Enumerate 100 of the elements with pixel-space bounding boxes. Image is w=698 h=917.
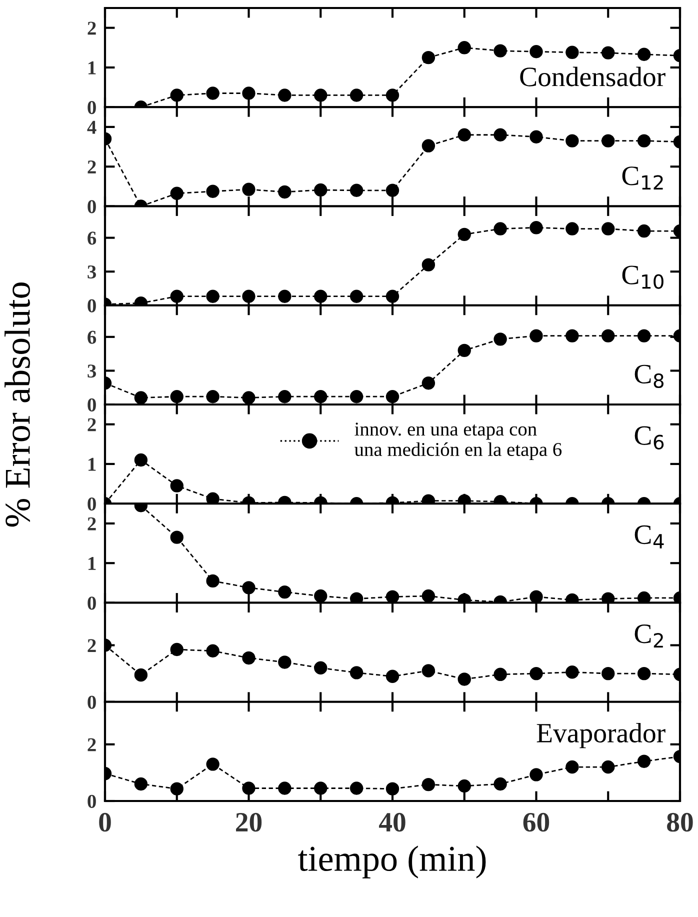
point [206,758,220,771]
point [134,668,148,682]
annotation: C$_{6}$ [634,426,664,450]
y-tick-label: 0 [88,100,96,114]
y-tick-label: 1 [88,557,96,570]
annotation: C$_{2}$ [634,624,663,648]
point [134,453,148,467]
point [637,134,651,148]
point [602,329,615,342]
point [350,290,364,303]
point [278,185,292,199]
y-tick-label: 2 [88,639,96,652]
point [602,46,615,60]
y-tick-label: 6 [88,330,96,344]
point [602,760,615,774]
point [278,390,292,404]
point [386,782,400,796]
point [422,376,436,390]
point [566,46,579,60]
x-axis-title: tiempo (min) [298,846,486,878]
point [530,768,543,782]
point [458,779,471,793]
point [637,591,651,603]
point [494,128,507,142]
point [494,777,507,791]
point [566,666,579,679]
point [637,666,651,680]
point [422,778,436,792]
y-tick-label: 1 [88,61,96,74]
y-tick-label: 6 [88,232,96,245]
y-tick-label: 0 [88,497,96,511]
annotation: Condensador [520,66,666,86]
point [350,184,364,197]
point [530,45,543,58]
point [422,139,436,152]
y-tick-label: 1 [88,458,96,471]
annotation: C$_{12}$ [622,166,663,190]
point [206,290,220,303]
point [314,88,328,102]
point [242,290,256,303]
annotation: Evaporador [536,722,666,748]
y-tick-label: 3 [88,364,96,378]
point [637,48,651,61]
point [386,184,400,197]
y-tick-label: 0 [88,299,96,312]
point [422,258,436,272]
y-tick-label: 0 [88,794,96,808]
point [602,666,615,680]
y-tick-label: 2 [88,517,96,530]
y-tick-label: 4 [87,120,96,134]
point [278,656,292,669]
point [422,589,436,603]
point [530,130,543,144]
y-tick-label: 0 [88,200,96,214]
point [566,134,579,148]
y-tick-label: 2 [88,418,96,432]
point [494,668,507,681]
point [314,661,328,674]
point [350,666,364,680]
point [530,666,543,680]
point [206,574,220,588]
point [170,530,184,544]
point [458,128,471,142]
point [314,183,328,197]
x-tick-label: 80 [667,812,693,832]
point [170,642,184,656]
y-tick-label: 3 [88,265,96,279]
point [494,332,507,346]
point [602,134,615,148]
point [458,41,471,54]
y-tick-label: 2 [88,22,96,35]
legend-label: innov. en una etapa con una medición en la etapa 6 [354,422,562,460]
point [134,391,148,404]
x-tick-label: 60 [523,812,550,832]
point [314,290,328,303]
point [170,88,184,102]
point [206,184,220,198]
annotation: C$_{10}$ [622,266,664,289]
point [314,782,328,795]
annotation: C$_{8}$ [634,364,664,388]
point [350,390,364,404]
point [566,222,579,236]
point [637,754,651,768]
point [134,777,148,791]
y-tick-label: 2 [88,738,96,752]
point [422,664,436,678]
point [206,86,220,100]
point [386,88,400,102]
point [314,589,328,603]
annotation: C$_{4}$ [634,525,664,548]
point [386,590,400,603]
x-tick-label: 40 [378,812,406,832]
point [206,390,220,404]
point [242,391,256,404]
point [170,782,184,796]
point [350,782,364,795]
point [602,222,615,236]
point [458,672,471,686]
point [530,329,543,342]
point [530,590,543,603]
